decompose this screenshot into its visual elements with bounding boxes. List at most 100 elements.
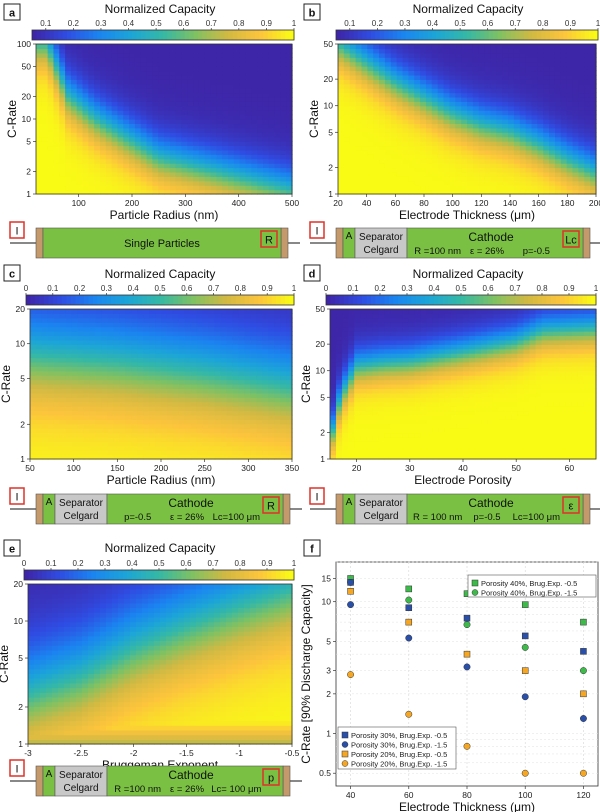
heatmap-cell: [390, 158, 398, 164]
heatmap-cell: [239, 167, 247, 173]
heatmap-cell: [95, 361, 103, 367]
heatmap-cell: [233, 149, 241, 155]
heatmap-cell: [134, 158, 142, 164]
heatmap-cell: [59, 163, 66, 169]
heatmap-cell: [36, 154, 43, 160]
heatmap-cell: [125, 366, 132, 372]
heatmap-cell: [172, 450, 180, 456]
heatmap-cell: [94, 158, 101, 164]
heatmap-cell: [461, 110, 468, 116]
heatmap-cell: [178, 384, 186, 390]
heatmap-cell: [449, 83, 456, 89]
heatmap-cell: [134, 132, 142, 138]
colorbar-swatch: [558, 30, 564, 40]
heatmap-cell: [208, 441, 216, 447]
heatmap-cell: [149, 441, 156, 447]
heatmap-cell: [449, 48, 456, 54]
heatmap-cell: [210, 92, 217, 98]
heatmap-cell: [216, 66, 223, 72]
heatmap-cell: [244, 353, 251, 359]
heatmap-cell: [76, 123, 84, 129]
heatmap-cell: [187, 141, 194, 147]
heatmap-cell: [65, 101, 72, 107]
heatmap-cell: [531, 127, 538, 133]
heatmap-cell: [77, 392, 85, 398]
heatmap-cell: [65, 353, 73, 359]
heatmap-cell: [76, 105, 84, 111]
heatmap-cell: [119, 309, 126, 315]
heatmap-cell: [105, 83, 113, 89]
heatmap-cell: [543, 101, 550, 107]
heatmap-cell: [149, 445, 156, 451]
heatmap-cell: [47, 397, 55, 403]
heatmap-cell: [286, 406, 293, 412]
heatmap-cell: [178, 353, 186, 359]
heatmap-cell: [262, 158, 270, 164]
heatmap-cell: [537, 158, 544, 164]
heatmap-cell: [286, 48, 293, 54]
heatmap-cell: [274, 401, 281, 407]
heatmap-cell: [584, 189, 591, 195]
heatmap-cell: [280, 48, 287, 54]
heatmap-cell: [590, 145, 597, 151]
heatmap-cell: [77, 450, 85, 456]
heatmap-cell: [262, 127, 270, 133]
heatmap-cell: [82, 136, 89, 142]
heatmap-cell: [513, 79, 521, 85]
heatmap-cell: [35, 366, 43, 372]
heatmap-cell: [420, 92, 427, 98]
heatmap-cell: [89, 392, 97, 398]
colorbar-swatch: [159, 570, 165, 580]
heatmap-cell: [100, 92, 107, 98]
colorbar-tick-label: 0.6: [181, 284, 193, 293]
heatmap-cell: [193, 163, 200, 169]
heatmap-cell: [590, 141, 597, 147]
heatmap-cell: [220, 370, 228, 376]
heatmap-cell: [239, 180, 247, 186]
heatmap-cell: [373, 74, 380, 80]
heatmap-cell: [268, 176, 276, 182]
x-tick-label: 150: [110, 463, 124, 473]
colorbar-swatch: [326, 295, 332, 305]
heatmap-cell: [420, 57, 427, 63]
heatmap-cell: [496, 57, 503, 63]
heatmap-cell: [222, 176, 229, 182]
heatmap-cell: [119, 379, 126, 385]
heatmap-cell: [449, 171, 456, 177]
heatmap-cell: [420, 132, 427, 138]
heatmap-cell: [107, 454, 114, 460]
heatmap-cell: [549, 163, 556, 169]
heatmap-cell: [461, 61, 468, 67]
heatmap-cell: [123, 110, 130, 116]
heatmap-cell: [402, 101, 409, 107]
heatmap-cell: [513, 119, 521, 125]
heatmap-cell: [245, 74, 252, 80]
heatmap-cell: [88, 74, 95, 80]
heatmap-cell: [59, 154, 66, 160]
heatmap-cell: [245, 123, 252, 129]
heatmap-cell: [361, 96, 368, 102]
heatmap-cell: [41, 361, 49, 367]
heatmap-cell: [256, 392, 263, 398]
heatmap-cell: [384, 145, 392, 151]
heatmap-cell: [158, 154, 165, 160]
heatmap-cell: [502, 163, 509, 169]
heatmap-cell: [274, 370, 281, 376]
heatmap-cell: [262, 366, 269, 372]
heatmap-cell: [537, 83, 544, 89]
heatmap-cell: [572, 92, 580, 98]
heatmap-cell: [204, 176, 212, 182]
heatmap-cell: [425, 171, 433, 177]
heatmap-cell: [578, 163, 585, 169]
heatmap-cell: [208, 331, 216, 337]
colorbar-swatch: [285, 570, 291, 580]
heatmap-cell: [59, 379, 67, 385]
heatmap-cell: [226, 375, 234, 381]
colorbar-swatch: [213, 570, 219, 580]
heatmap-cell: [420, 83, 427, 89]
heatmap-cell: [71, 309, 79, 315]
heatmap-cell: [202, 384, 210, 390]
heatmap-cell: [349, 92, 357, 98]
heatmap-cell: [286, 361, 293, 367]
heatmap-cell: [76, 163, 84, 169]
